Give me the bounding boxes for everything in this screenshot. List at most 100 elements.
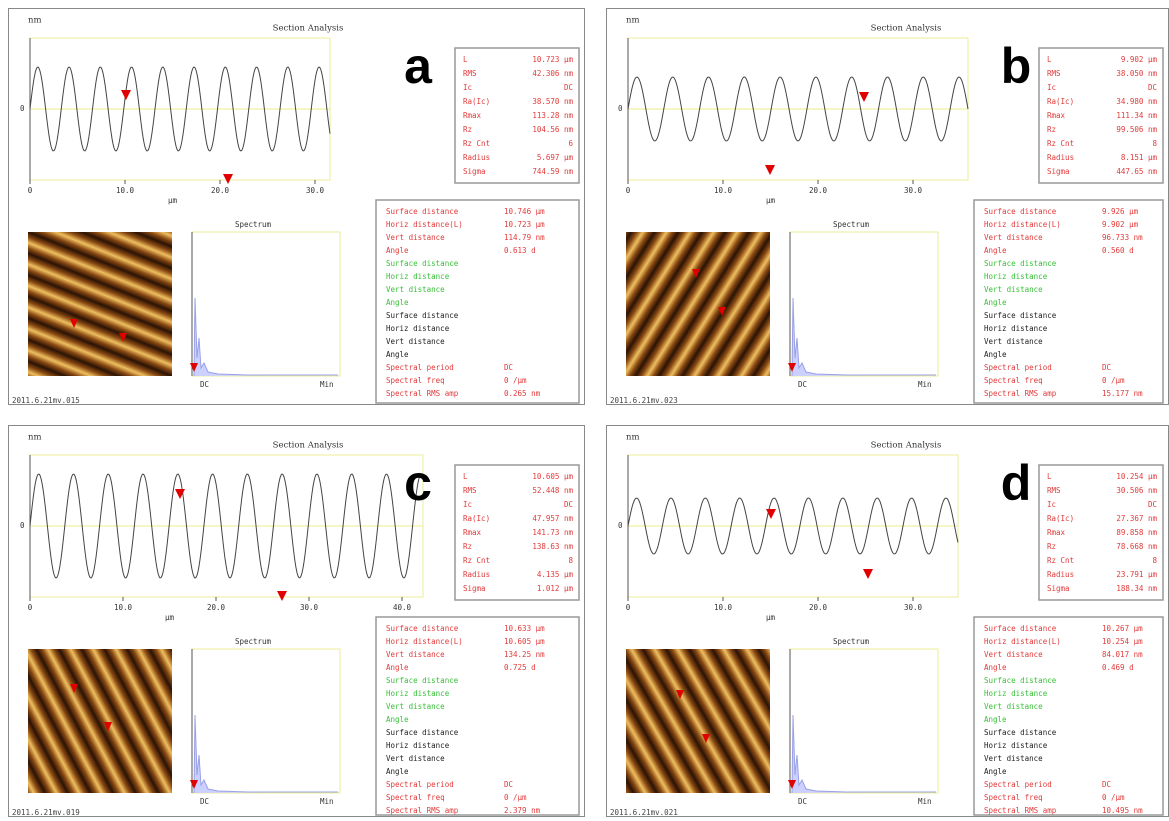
measure-label: Angle bbox=[386, 298, 409, 307]
afm-image bbox=[28, 232, 172, 376]
x-tick-label: 10.0 bbox=[116, 186, 135, 195]
measure-value: DC bbox=[1102, 363, 1111, 372]
measure-label: Spectral freq bbox=[984, 376, 1043, 385]
cursor-marker bbox=[277, 591, 287, 601]
measure-label: Surface distance bbox=[984, 259, 1057, 268]
stat-value: DC bbox=[1148, 83, 1157, 92]
measure-label: Spectral period bbox=[386, 363, 454, 372]
measure-label: Vert distance bbox=[984, 233, 1043, 242]
measure-label: Spectral RMS amp bbox=[984, 389, 1057, 398]
measure-label: Angle bbox=[386, 663, 409, 672]
panel-title: Section Analysis bbox=[871, 441, 942, 451]
stat-label: Rz Cnt bbox=[1047, 556, 1074, 565]
measure-label: Angle bbox=[386, 767, 409, 776]
stat-value: DC bbox=[564, 83, 573, 92]
x-tick-label: 20.0 bbox=[809, 603, 828, 612]
measure-value: 0.613 d bbox=[504, 246, 536, 255]
stat-value: 8 bbox=[1152, 556, 1157, 565]
stat-label: Radius bbox=[1047, 570, 1074, 579]
stat-value: 141.73 nm bbox=[532, 528, 573, 537]
measure-value: DC bbox=[504, 780, 513, 789]
cursor-marker bbox=[863, 569, 873, 579]
measure-value: 0 /µm bbox=[504, 376, 527, 385]
spectrum-dc: DC bbox=[798, 380, 807, 389]
stat-value: 744.59 nm bbox=[532, 167, 573, 176]
x-unit: µm bbox=[766, 196, 776, 205]
measure-value: 96.733 nm bbox=[1102, 233, 1143, 242]
y-unit: nm bbox=[28, 16, 42, 26]
stat-label: RMS bbox=[463, 486, 477, 495]
file-name: 2011.6.21mv.019 bbox=[12, 808, 80, 817]
analysis-panel: nm Section Analysis 0 0 10.0 20.0 30.0 40.0 µm c L… bbox=[8, 425, 585, 817]
panel-title: Section Analysis bbox=[871, 24, 942, 34]
afm-image bbox=[28, 649, 172, 793]
measure-label: Spectral period bbox=[984, 363, 1052, 372]
measure-label: Angle bbox=[984, 663, 1007, 672]
measure-value: DC bbox=[504, 363, 513, 372]
measure-label: Spectral RMS amp bbox=[386, 389, 459, 398]
measure-label: Angle bbox=[386, 246, 409, 255]
file-name: 2011.6.21mv.023 bbox=[610, 396, 678, 405]
image-marker bbox=[692, 269, 700, 278]
measure-label: Angle bbox=[386, 715, 409, 724]
stat-label: RMS bbox=[1047, 69, 1061, 78]
measure-box bbox=[973, 199, 1164, 404]
spectrum-title: Spectrum bbox=[235, 220, 272, 229]
measure-label: Vert distance bbox=[984, 285, 1043, 294]
stat-value: DC bbox=[564, 500, 573, 509]
x-tick-label: 0 bbox=[626, 603, 631, 612]
spectrum-min: Min bbox=[918, 797, 932, 806]
measure-label: Horiz distance(L) bbox=[984, 220, 1061, 229]
stats-box bbox=[454, 47, 580, 184]
measure-label: Vert distance bbox=[386, 337, 445, 346]
file-name: 2011.6.21mv.015 bbox=[12, 396, 80, 405]
cursor-marker bbox=[121, 90, 131, 100]
spectrum-marker bbox=[788, 780, 796, 789]
afm-image bbox=[626, 232, 770, 376]
stat-label: Rmax bbox=[1047, 528, 1066, 537]
stat-value: 138.63 nm bbox=[532, 542, 573, 551]
cursor-marker bbox=[223, 174, 233, 184]
stat-value: 10.254 µm bbox=[1116, 472, 1157, 481]
stat-label: Sigma bbox=[463, 167, 486, 176]
measure-label: Vert distance bbox=[984, 337, 1043, 346]
spectrum-title: Spectrum bbox=[833, 637, 870, 646]
x-tick-label: 40.0 bbox=[393, 603, 412, 612]
x-tick-label: 20.0 bbox=[211, 186, 230, 195]
stat-label: Rz bbox=[1047, 542, 1056, 551]
y-unit: nm bbox=[28, 433, 42, 443]
x-tick-label: 0 bbox=[626, 186, 631, 195]
x-tick-label: 20.0 bbox=[207, 603, 226, 612]
panel-letter: b bbox=[1001, 38, 1032, 94]
measure-value: 10.723 µm bbox=[504, 220, 545, 229]
cursor-marker bbox=[859, 92, 869, 102]
y-zero-label: 0 bbox=[618, 521, 623, 530]
cursor-marker bbox=[175, 489, 185, 499]
stat-label: Ra(Ic) bbox=[1047, 97, 1074, 106]
measure-value: 10.605 µm bbox=[504, 637, 545, 646]
x-tick-label: 30.0 bbox=[300, 603, 319, 612]
measure-label: Horiz distance bbox=[386, 324, 450, 333]
measure-value: 10.633 µm bbox=[504, 624, 545, 633]
stat-value: 52.448 nm bbox=[532, 486, 573, 495]
y-unit: nm bbox=[626, 433, 640, 443]
measure-value: 9.926 µm bbox=[1102, 207, 1139, 216]
measure-value: 84.017 nm bbox=[1102, 650, 1143, 659]
stat-value: 38.050 nm bbox=[1116, 69, 1157, 78]
spectrum-trace bbox=[791, 297, 936, 377]
measure-value: 0.725 d bbox=[504, 663, 536, 672]
measure-value: 10.495 nm bbox=[1102, 806, 1143, 815]
y-zero-label: 0 bbox=[618, 104, 623, 113]
measure-label: Surface distance bbox=[386, 259, 459, 268]
measure-label: Vert distance bbox=[984, 754, 1043, 763]
measure-label: Surface distance bbox=[386, 624, 459, 633]
spectrum-min: Min bbox=[918, 380, 932, 389]
analysis-panel: nm Section Analysis 0 0 10.0 20.0 30.0 µm d L 10.2… bbox=[606, 425, 1169, 817]
stat-value: 30.506 nm bbox=[1116, 486, 1157, 495]
stat-value: 188.34 nm bbox=[1116, 584, 1157, 593]
measure-label: Spectral freq bbox=[386, 793, 445, 802]
stat-value: 10.723 µm bbox=[532, 55, 573, 64]
measure-value: 0 /µm bbox=[1102, 376, 1125, 385]
stat-label: Ic bbox=[463, 500, 472, 509]
